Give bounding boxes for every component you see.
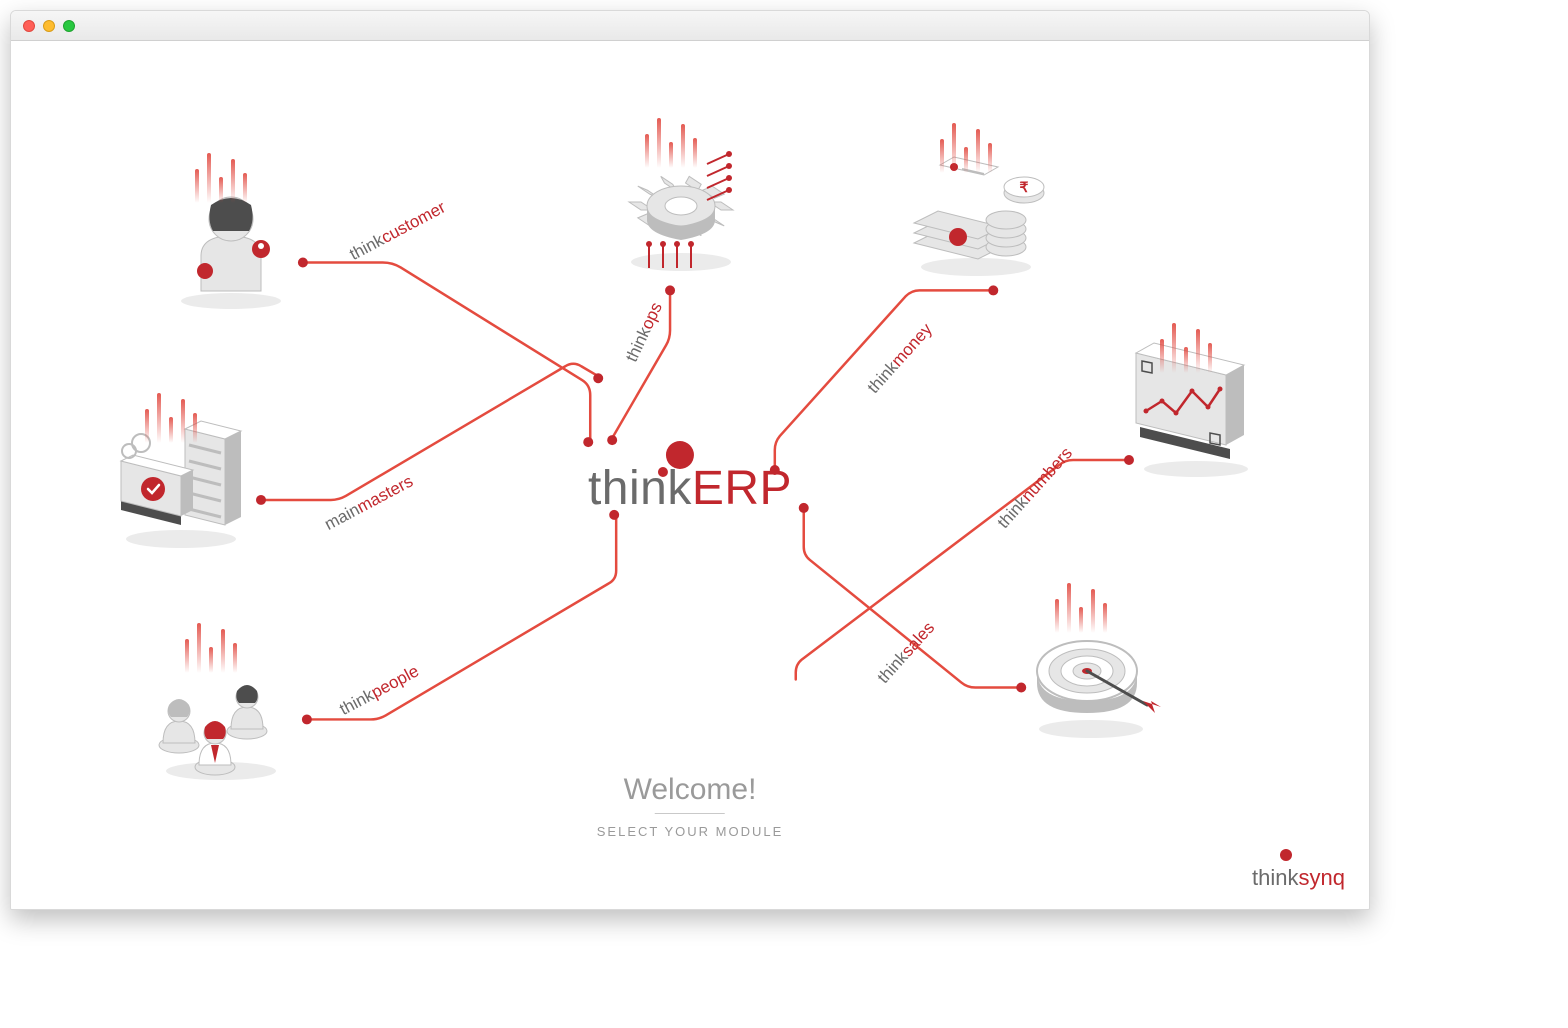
svg-text:₹: ₹ [1020, 179, 1029, 195]
module-label-ops[interactable]: thinkops [622, 299, 667, 365]
module-selector-canvas: thinkERP thinkcustomer [11, 41, 1369, 909]
speedlines-icon [1156, 323, 1216, 378]
footer-dot-icon [1280, 849, 1292, 861]
module-numbers[interactable] [1126, 341, 1266, 481]
module-masters[interactable] [111, 411, 251, 551]
footer-brand: thinksynq [1252, 865, 1345, 891]
module-label-sales[interactable]: thinksales [874, 618, 939, 688]
app-window: thinkERP thinkcustomer [10, 10, 1370, 910]
window-minimize-button[interactable] [43, 20, 55, 32]
module-sales[interactable] [1021, 601, 1161, 741]
logo-suffix: ERP [692, 462, 792, 515]
module-label-numbers[interactable]: thinknumbers [994, 443, 1077, 532]
module-customer[interactable] [161, 171, 301, 311]
speedlines-icon [181, 623, 241, 678]
window-close-button[interactable] [23, 20, 35, 32]
footer-prefix: think [1252, 865, 1298, 890]
speedlines-icon [641, 118, 701, 173]
logo-dot-large-icon [666, 441, 694, 469]
module-ops[interactable] [611, 136, 751, 276]
logo-dot-small-icon [658, 467, 668, 477]
module-label-masters[interactable]: mainmasters [321, 471, 416, 534]
module-money[interactable]: ₹ [906, 141, 1046, 281]
titlebar [11, 11, 1369, 41]
speedlines-icon [1051, 583, 1111, 638]
welcome-title: Welcome! [597, 773, 784, 807]
speedlines-icon [191, 153, 251, 208]
welcome-divider [655, 813, 725, 814]
center-logo: thinkERP [588, 461, 792, 516]
module-label-money[interactable]: thinkmoney [864, 320, 937, 398]
welcome-block: Welcome! SELECT YOUR MODULE [597, 773, 784, 839]
module-label-customer[interactable]: thinkcustomer [346, 197, 449, 264]
module-people[interactable] [151, 641, 291, 781]
welcome-subtitle: SELECT YOUR MODULE [597, 824, 784, 839]
logo-prefix: think [588, 462, 692, 515]
module-label-people[interactable]: thinkpeople [336, 661, 422, 719]
speedlines-icon [936, 123, 996, 178]
footer-suffix: synq [1299, 865, 1345, 890]
speedlines-icon [141, 393, 201, 448]
window-zoom-button[interactable] [63, 20, 75, 32]
